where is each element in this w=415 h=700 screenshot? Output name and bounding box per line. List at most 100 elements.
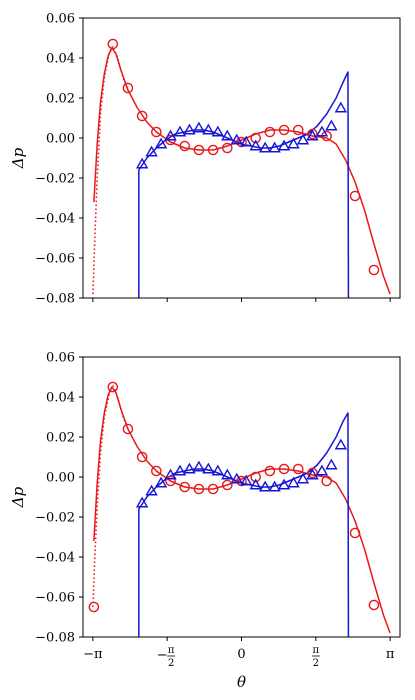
triangle-marker	[287, 476, 300, 488]
svg-text:π: π	[313, 645, 320, 656]
triangle-marker	[221, 129, 234, 141]
triangle-marker	[240, 474, 253, 486]
circle-marker	[151, 126, 162, 138]
circle-marker	[179, 481, 191, 493]
circle-marker	[368, 599, 380, 611]
circle-marker	[222, 479, 233, 491]
triangle-marker	[154, 137, 168, 149]
red-dotted-curve	[92, 45, 129, 295]
triangle-marker	[211, 125, 225, 137]
y-tick-label: 0.04	[46, 391, 75, 406]
triangle-marker	[249, 139, 262, 151]
circle-marker	[165, 475, 176, 487]
circle-marker	[292, 124, 304, 136]
triangle-marker	[296, 133, 310, 145]
circle-marker	[122, 423, 134, 435]
circle-marker	[88, 601, 100, 613]
y-tick-label: 0.02	[46, 92, 75, 107]
y-tick-label: −0.06	[35, 252, 75, 267]
plot-area	[92, 384, 391, 637]
axes-frame	[82, 17, 401, 299]
circle-marker	[368, 264, 380, 276]
circle-marker	[136, 451, 148, 463]
triangle-marker	[277, 478, 291, 490]
triangle-marker	[202, 123, 215, 135]
triangle-marker	[325, 119, 338, 131]
triangle-marker	[287, 137, 300, 149]
triangle-marker	[221, 468, 234, 480]
circle-marker	[136, 110, 148, 122]
triangle-marker	[277, 139, 291, 151]
triangle-marker	[192, 460, 206, 472]
svg-text:2: 2	[313, 658, 319, 669]
y-tick-label: −0.02	[35, 511, 75, 526]
circle-marker	[307, 128, 318, 140]
circle-marker	[122, 82, 134, 94]
red-dotted-curve	[92, 384, 129, 608]
y-tick-label: −0.06	[35, 591, 75, 606]
circle-marker	[264, 465, 276, 477]
triangle-marker	[315, 125, 329, 137]
y-tick-label: 0.06	[46, 351, 75, 366]
chart-panel-1: −0.08 −0.06 −0.04 −0.02 0.00 0.02 0.04 0.06 Δp	[9, 12, 401, 307]
circle-marker	[107, 38, 119, 50]
triangle-marker	[202, 462, 215, 474]
y-tick-label: 0.00	[46, 132, 75, 147]
triangle-marker	[230, 472, 243, 484]
circle-marker	[321, 475, 332, 487]
y-tick-label: 0.02	[46, 431, 75, 446]
triangle-marker	[135, 157, 149, 169]
svg-text:−: −	[157, 648, 168, 663]
circle-marker	[264, 126, 276, 138]
triangle-marker	[268, 141, 281, 153]
circle-marker	[107, 381, 119, 393]
triangle-marker	[258, 141, 272, 153]
circle-marker	[179, 140, 191, 152]
circle-marker	[278, 124, 290, 136]
circle-marker	[349, 190, 361, 202]
triangle-marker	[325, 458, 338, 470]
circle-marker	[236, 475, 247, 487]
x-axis-label: θ	[237, 673, 246, 691]
svg-text:π: π	[168, 645, 175, 656]
triangle-marker	[173, 125, 187, 137]
x-tick-label: − π 2	[157, 645, 176, 669]
circle-marker	[207, 144, 219, 156]
triangle-marker	[315, 464, 329, 476]
triangle-marker	[334, 438, 348, 450]
y-tick-label: −0.04	[35, 212, 75, 227]
triangle-marker	[249, 478, 262, 490]
plot-area	[92, 45, 391, 298]
y-tick-label: −0.02	[35, 172, 75, 187]
circle-marker	[349, 527, 361, 539]
triangle-marker	[145, 484, 158, 496]
circle-marker	[292, 463, 304, 475]
axes-frame	[82, 356, 401, 638]
y-tick-label: 0.04	[46, 52, 75, 67]
circle-marker	[307, 467, 318, 479]
y-tick-label: 0.06	[46, 12, 75, 27]
triangle-marker	[154, 476, 168, 488]
circle-marker	[250, 471, 261, 483]
triangle-marker	[258, 480, 272, 492]
triangle-marker	[306, 468, 319, 480]
y-tick-label: −0.04	[35, 551, 75, 566]
svg-text:2: 2	[168, 658, 174, 669]
triangle-marker	[164, 468, 177, 480]
y-tick-label: −0.08	[35, 292, 75, 307]
y-tick-label: −0.08	[35, 631, 75, 646]
blue-solid-curve	[138, 412, 350, 637]
triangle-marker	[230, 133, 243, 145]
triangle-marker	[183, 462, 196, 474]
circle-marker	[207, 483, 219, 495]
triangle-marker	[306, 129, 319, 141]
triangle-marker	[145, 145, 158, 157]
y-axis-label: Δp	[9, 147, 27, 169]
circle-marker	[151, 465, 162, 477]
circle-marker	[236, 136, 247, 148]
x-tick-label: 0	[237, 647, 245, 662]
x-tick-label: −π	[83, 647, 103, 662]
triangle-marker	[240, 135, 253, 147]
x-tick-label: π	[386, 647, 395, 662]
circle-marker	[222, 142, 233, 154]
